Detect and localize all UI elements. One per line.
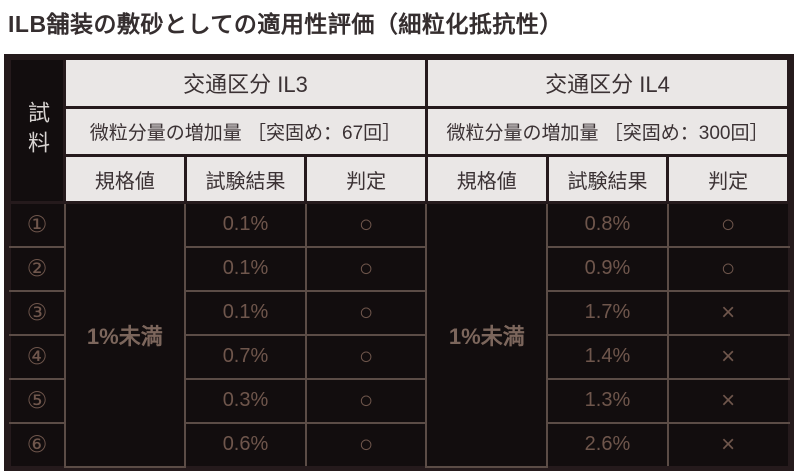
measure-header-il4: 微粒分量の増加量 ［突固め：300回］	[424, 106, 791, 157]
judge-cell-il3: ○	[304, 289, 428, 336]
result-cell-il4: 1.4%	[546, 333, 669, 380]
table-row: ④ 0.7% ○ 1.4% ×	[8, 333, 790, 380]
result-cell-il3: 0.1%	[184, 289, 307, 336]
sample-cell: ②	[8, 245, 66, 292]
evaluation-table-frame: 試料 交通区分 IL3 交通区分 IL4 微粒分量の増加量 ［突固め：67回］ …	[4, 54, 794, 471]
sample-cell: ①	[8, 201, 66, 248]
col-header-il4-result: 試験結果	[545, 154, 670, 204]
col-header-il3-spec: 規格値	[63, 154, 187, 204]
judge-cell-il3: ○	[304, 245, 428, 292]
spec-cell-il3: 1%未満	[63, 201, 187, 468]
judge-cell-il4: ○	[666, 201, 790, 248]
measure-header-il3: 微粒分量の増加量 ［突固め：67回］	[63, 106, 428, 157]
result-cell-il3: 0.3%	[184, 377, 307, 424]
page-title: ILB舗装の敷砂としての適用性評価（細粒化抵抗性）	[8, 11, 563, 37]
col-header-il4-spec: 規格値	[424, 154, 549, 204]
sample-header-label: 試料	[25, 100, 50, 161]
table-row: ① 1%未満 0.1% ○ 1%未満 0.8% ○	[8, 201, 790, 468]
col-header-il4-judge: 判定	[666, 154, 790, 204]
col-header-il3-judge: 判定	[304, 154, 428, 204]
judge-cell-il4: ○	[666, 245, 790, 292]
judge-cell-il3: ○	[304, 201, 428, 248]
result-cell-il3: 0.1%	[184, 201, 307, 248]
sample-cell: ④	[8, 333, 66, 380]
sample-cell: ⑤	[8, 377, 66, 424]
corner-sample-header: 試料	[8, 57, 66, 204]
sample-cell: ③	[8, 289, 66, 336]
result-cell-il3: 0.6%	[184, 421, 307, 468]
sample-cell: ⑥	[8, 421, 66, 468]
judge-cell-il4: ×	[666, 377, 790, 424]
col-header-il3-result: 試験結果	[183, 154, 308, 204]
result-cell-il4: 0.9%	[546, 245, 669, 292]
judge-cell-il4: ×	[666, 333, 790, 380]
result-cell-il4: 1.7%	[546, 289, 669, 336]
judge-cell-il4: ×	[666, 289, 790, 336]
result-cell-il4: 0.8%	[546, 201, 669, 248]
judge-cell-il3: ○	[304, 421, 428, 468]
result-cell-il3: 0.7%	[184, 333, 307, 380]
group-header-il3: 交通区分 IL3	[63, 57, 428, 109]
judge-cell-il4: ×	[666, 421, 790, 468]
judge-cell-il3: ○	[304, 333, 428, 380]
table-row: ② 0.1% ○ 0.9% ○	[8, 245, 790, 292]
result-cell-il4: 2.6%	[546, 421, 669, 468]
evaluation-table: 試料 交通区分 IL3 交通区分 IL4 微粒分量の増加量 ［突固め：67回］ …	[8, 57, 791, 468]
group-header-il4: 交通区分 IL4	[424, 57, 791, 109]
spec-cell-il4: 1%未満	[425, 201, 549, 468]
result-cell-il3: 0.1%	[184, 245, 307, 292]
result-cell-il4: 1.3%	[546, 377, 669, 424]
table-row: ③ 0.1% ○ 1.7% ×	[8, 289, 790, 336]
table-row: ⑥ 0.6% ○ 2.6% ×	[8, 421, 790, 468]
table-row: ⑤ 0.3% ○ 1.3% ×	[8, 377, 790, 424]
judge-cell-il3: ○	[304, 377, 428, 424]
